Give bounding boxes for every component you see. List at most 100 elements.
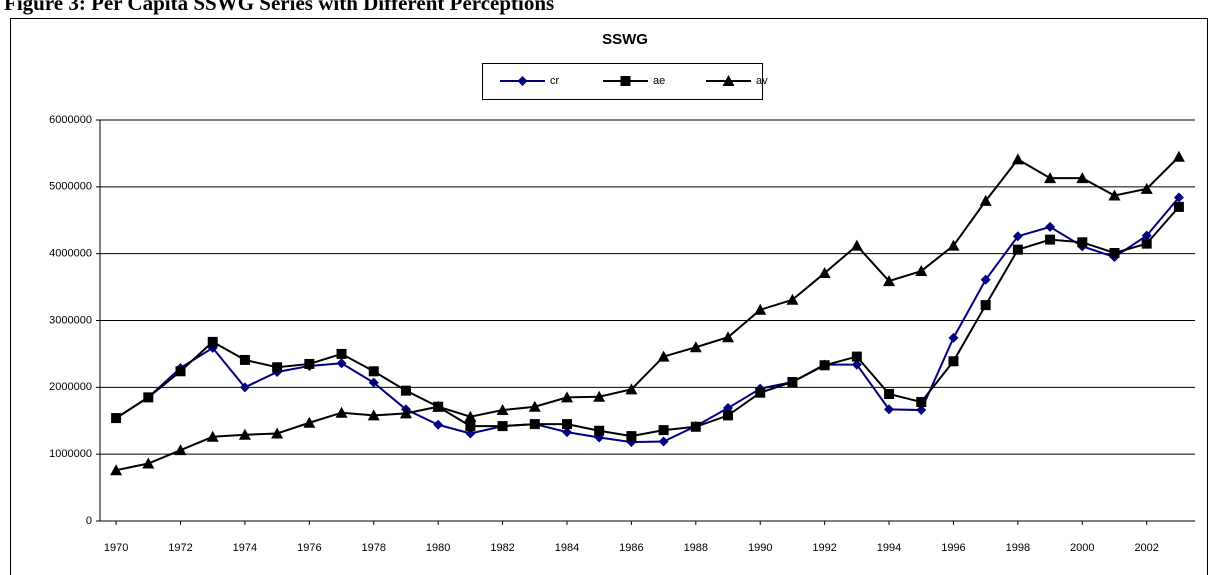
marker [497,421,508,432]
marker [175,366,186,377]
legend-label: av [756,75,768,87]
marker [335,406,348,418]
marker [690,421,701,432]
chart-title: SSWG [602,31,648,48]
marker [819,360,830,371]
marker [980,274,991,285]
marker [433,419,444,430]
y-tick-label: 4000000 [49,248,92,260]
marker [174,444,187,456]
marker [884,404,895,415]
marker [303,416,316,428]
marker [1172,150,1185,162]
marker [432,400,445,412]
legend-label: ae [653,75,665,87]
series-line [115,206,1180,438]
marker [980,300,991,311]
marker [883,275,896,287]
x-tick-label: 1998 [1006,542,1030,554]
legend-label: cr [550,75,560,87]
marker [304,358,315,369]
marker [142,457,155,469]
marker [529,419,540,430]
marker [272,362,283,373]
marker [916,405,927,416]
marker [948,332,959,343]
marker [400,385,411,396]
marker [336,348,347,359]
marker [561,419,572,430]
marker [594,425,605,436]
x-tick-label: 1984 [555,542,579,554]
marker [1108,189,1121,201]
series-line [115,156,1180,472]
marker [947,239,960,251]
marker [1076,172,1089,184]
x-tick-label: 1974 [233,542,257,554]
marker [238,428,251,440]
y-tick-label: 0 [86,515,92,527]
marker [1109,247,1120,258]
marker [1141,238,1152,249]
marker [560,391,573,403]
marker [561,427,572,438]
marker [851,359,862,370]
x-tick-label: 2000 [1070,542,1094,554]
y-tick-label: 5000000 [49,181,92,193]
marker [625,383,638,395]
marker [818,267,831,279]
x-tick-label: 1996 [941,542,965,554]
x-tick-label: 1990 [748,542,772,554]
marker [723,410,734,421]
marker [884,389,895,400]
marker [1077,237,1088,248]
figure-caption: Figure 3: Per Capita SSWG Series with Di… [4,0,554,15]
marker [1012,231,1023,242]
y-tick-label: 2000000 [49,381,92,393]
marker [754,303,767,315]
legend-marker [517,76,528,86]
y-tick-label: 6000000 [49,114,92,126]
marker [239,354,250,365]
marker [1045,221,1056,232]
marker [722,331,735,343]
marker [336,358,347,369]
marker [110,464,123,476]
marker [1045,234,1056,245]
marker [1173,201,1184,212]
marker [786,293,799,305]
marker [850,239,863,251]
marker [948,356,959,367]
marker [399,407,412,419]
x-tick-label: 1980 [426,542,450,554]
marker [1140,182,1153,194]
x-tick-label: 1976 [297,542,321,554]
marker [658,436,669,447]
marker [239,382,250,393]
marker [851,351,862,362]
marker [787,376,798,387]
marker [626,431,637,442]
x-tick-label: 1986 [619,542,643,554]
marker [915,265,928,277]
x-tick-label: 1988 [684,542,708,554]
legend-marker [722,75,735,86]
series-line [115,196,1180,444]
y-tick-label: 1000000 [49,448,92,460]
x-tick-label: 1982 [490,542,514,554]
x-tick-label: 1978 [362,542,386,554]
marker [1011,153,1024,165]
marker [528,400,541,412]
x-tick-label: 2002 [1134,542,1158,554]
x-tick-label: 1972 [168,542,192,554]
marker [496,404,509,416]
marker [689,341,702,353]
marker [368,377,379,388]
marker [1141,230,1152,241]
marker [979,194,992,206]
marker [271,427,284,439]
marker [916,397,927,408]
x-tick-label: 1992 [812,542,836,554]
marker [464,410,477,422]
